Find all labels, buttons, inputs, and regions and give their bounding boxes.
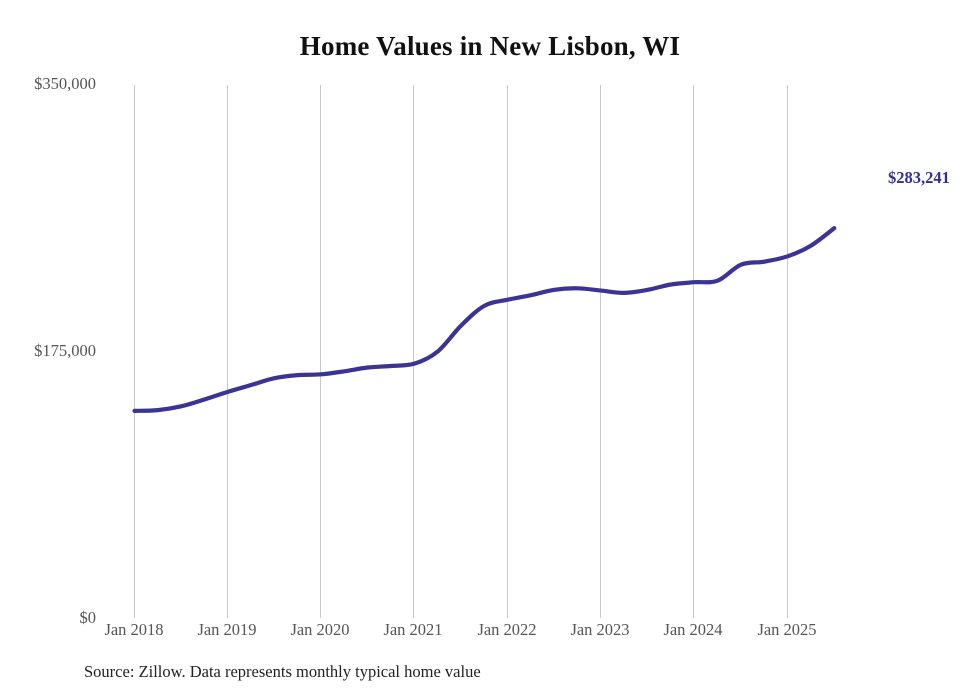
x-axis-tick-jan-2021: Jan 2021 xyxy=(383,620,443,639)
y-axis-tick-0: $0 xyxy=(79,608,97,627)
home-value-line xyxy=(132,226,837,413)
source-footnote: Source: Zillow. Data represents monthly … xyxy=(84,662,481,681)
end-value-label: $283,241 xyxy=(888,168,950,187)
x-axis-tick-jan-2020: Jan 2020 xyxy=(290,620,350,639)
x-axis-tick-jan-2023: Jan 2023 xyxy=(570,620,630,639)
gridlines xyxy=(134,85,788,618)
x-axis-tick-jan-2025: Jan 2025 xyxy=(757,620,817,639)
x-axis-tick-jan-2022: Jan 2022 xyxy=(477,620,537,639)
x-axis-tick-jan-2024: Jan 2024 xyxy=(663,620,723,639)
y-axis-tick-350000: $350,000 xyxy=(34,74,96,93)
y-axis-tick-175000: $175,000 xyxy=(34,341,96,360)
x-axis-tick-jan-2019: Jan 2019 xyxy=(197,620,257,639)
x-axis-tick-jan-2018: Jan 2018 xyxy=(104,620,164,639)
chart-title: Home Values in New Lisbon, WI xyxy=(299,31,681,61)
